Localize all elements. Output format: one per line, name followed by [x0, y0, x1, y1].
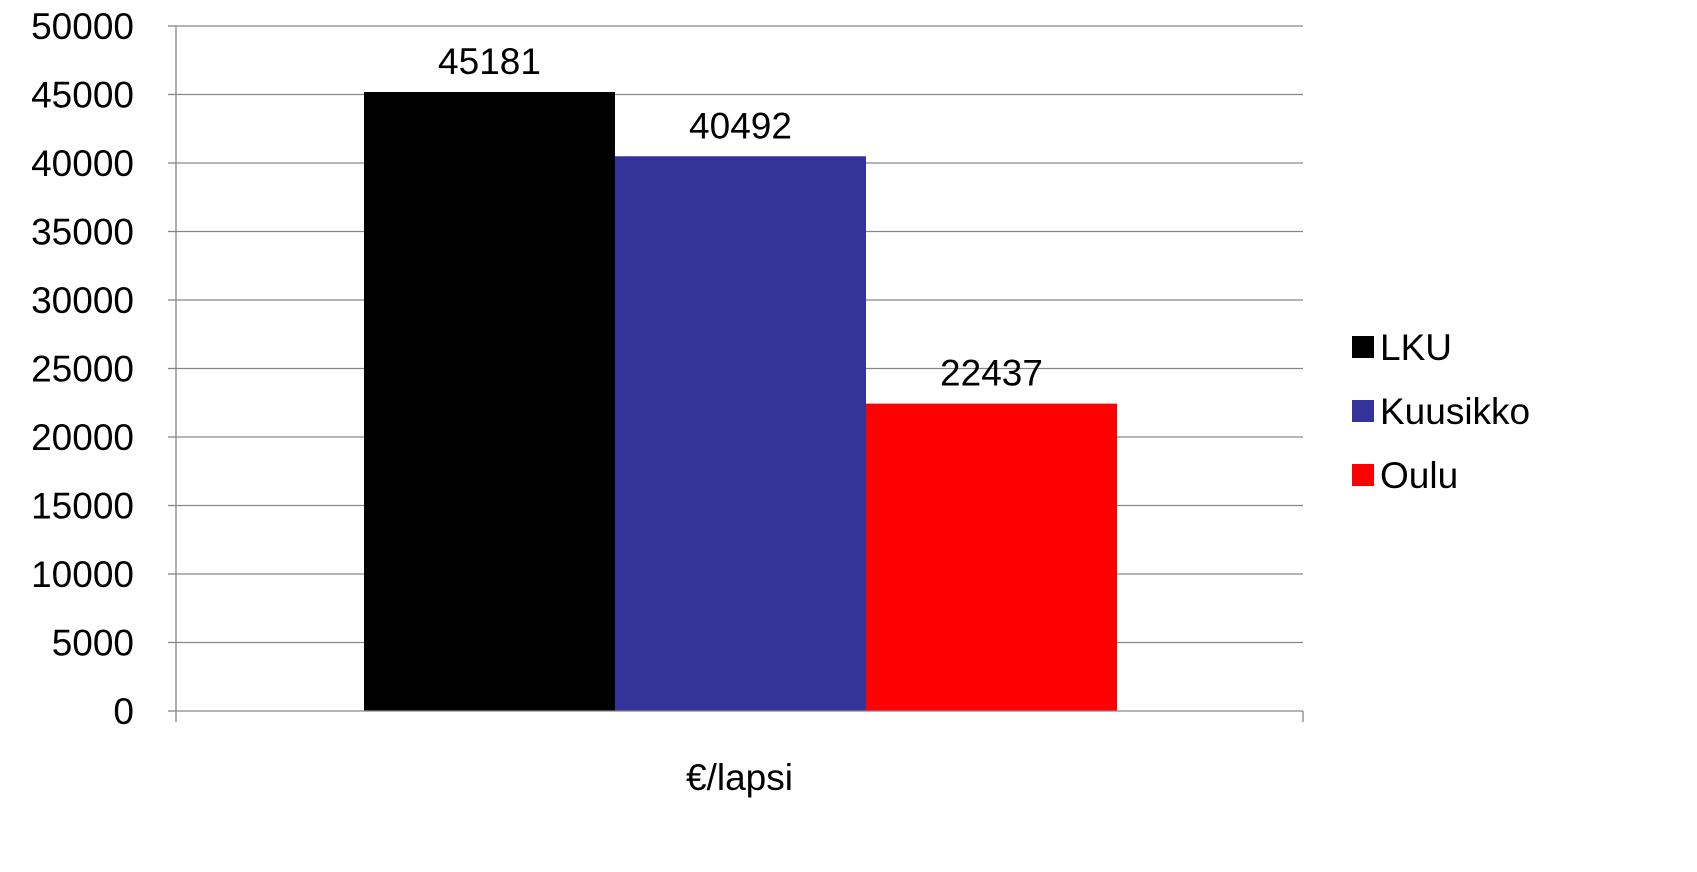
y-tick-label: 50000: [31, 6, 134, 47]
legend-label: LKU: [1380, 327, 1452, 368]
bar-kuusikko: [615, 156, 866, 712]
data-label: 45181: [438, 41, 541, 82]
y-tick-label: 40000: [31, 143, 134, 184]
y-tick-label: 35000: [31, 212, 134, 253]
bar-oulu: [866, 403, 1117, 711]
y-tick-label: 0: [113, 691, 134, 732]
y-tick-label: 20000: [31, 417, 134, 458]
bars: [364, 92, 1117, 712]
legend-swatch-kuusikko: [1352, 400, 1374, 422]
data-labels: 0 5000 10000 15000 20000 25000 30000 35000 40000…: [31, 6, 1043, 798]
legend-swatch-oulu: [1352, 464, 1374, 486]
y-tick-label: 45000: [31, 75, 134, 116]
x-category-label: €/lapsi: [686, 757, 793, 798]
bar-lku: [364, 92, 615, 711]
data-label: 40492: [689, 105, 792, 146]
data-label: 22437: [940, 353, 1043, 394]
legend-label: Kuusikko: [1380, 391, 1530, 432]
legend-label: Oulu: [1380, 455, 1458, 496]
legend: LKU Kuusikko Oulu: [1352, 327, 1530, 496]
axes: [168, 25, 1304, 722]
y-tick-label: 10000: [31, 554, 134, 595]
legend-swatch-lku: [1352, 336, 1374, 358]
y-tick-label: 30000: [31, 280, 134, 321]
y-tick-label: 25000: [31, 349, 134, 390]
y-tick-label: 15000: [31, 486, 134, 527]
y-tick-label: 5000: [52, 623, 134, 664]
